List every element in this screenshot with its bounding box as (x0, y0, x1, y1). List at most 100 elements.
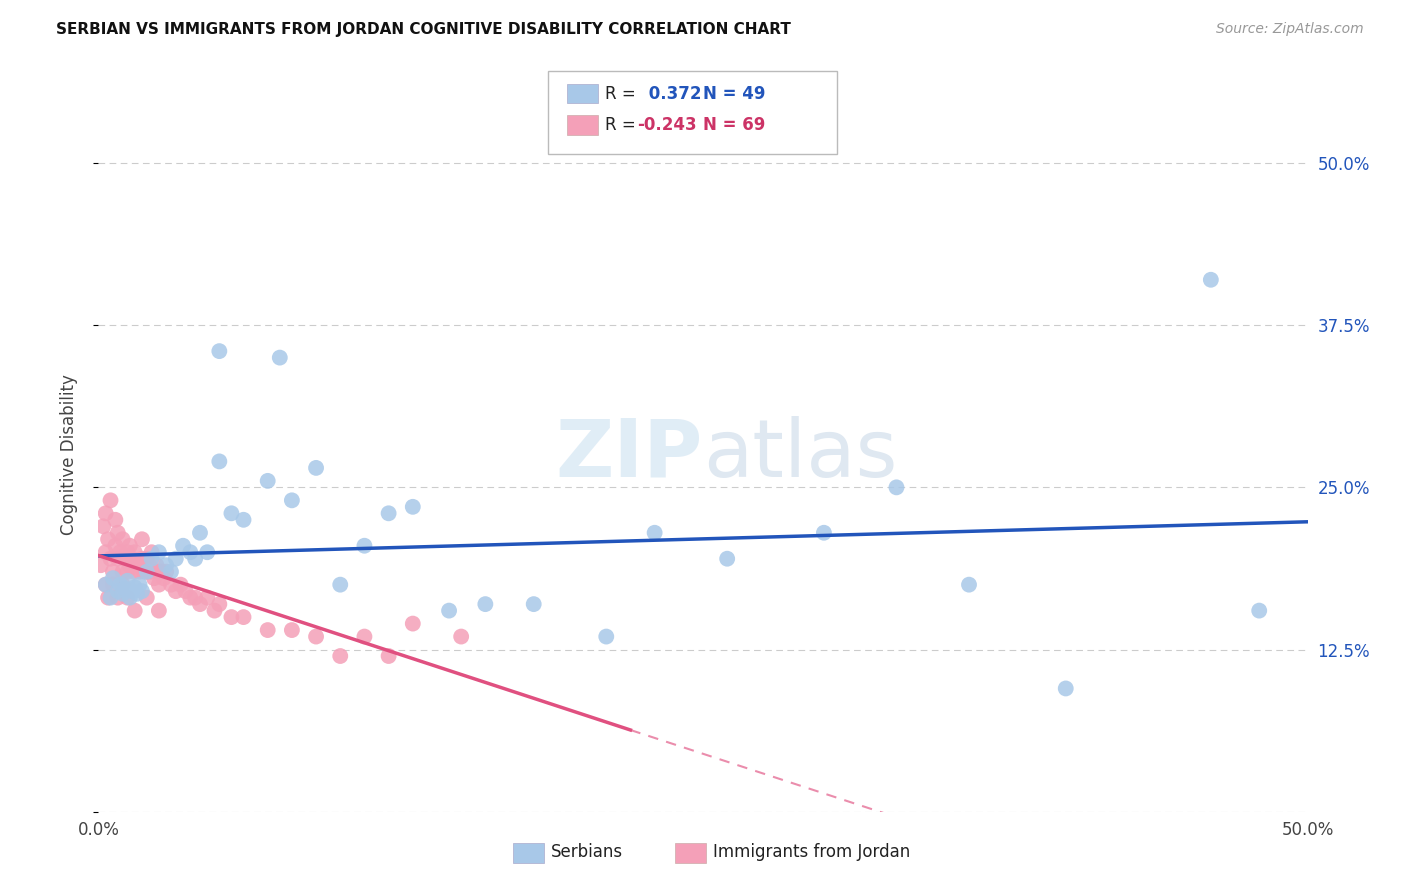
Point (118, 558, 141, 573)
Point (100, 493, 122, 508)
Point (135, 565, 157, 579)
Point (111, 565, 134, 579)
Point (195, 591, 218, 605)
Point (1199, 273, 1222, 287)
Point (100, 591, 122, 605)
Text: N = 69: N = 69 (703, 116, 765, 134)
Point (232, 513, 254, 527)
Point (101, 577, 124, 591)
Point (114, 551, 136, 566)
Point (104, 513, 127, 527)
Point (353, 630, 375, 644)
Point (124, 545, 146, 559)
Point (644, 525, 666, 540)
Point (221, 610, 243, 624)
Point (107, 584, 129, 599)
Point (128, 577, 150, 591)
Point (523, 597, 546, 611)
Point (111, 577, 134, 591)
Point (184, 551, 207, 566)
Point (160, 565, 183, 579)
Point (101, 565, 124, 579)
Point (281, 493, 304, 508)
Point (135, 551, 157, 566)
Point (135, 591, 157, 605)
Point (188, 597, 211, 611)
Point (716, 551, 738, 566)
Point (150, 565, 173, 579)
Point (111, 533, 134, 547)
Point (134, 565, 156, 579)
Point (269, 351, 291, 365)
Point (169, 577, 191, 591)
Point (148, 577, 170, 591)
Point (127, 587, 149, 601)
Point (97, 591, 120, 605)
Point (208, 344, 231, 359)
Point (1249, 604, 1271, 618)
Text: Source: ZipAtlas.com: Source: ZipAtlas.com (1216, 22, 1364, 37)
Point (305, 461, 328, 475)
Point (160, 577, 183, 591)
Point (114, 582, 136, 596)
Point (474, 597, 496, 611)
Point (100, 551, 122, 566)
Point (94, 577, 117, 591)
Text: ZIP: ZIP (555, 416, 703, 494)
Point (143, 571, 166, 585)
Point (377, 648, 399, 663)
Point (107, 525, 129, 540)
Point (127, 558, 149, 573)
Point (813, 525, 835, 540)
Point (353, 539, 375, 553)
Point (118, 591, 141, 605)
Text: N = 49: N = 49 (703, 85, 765, 103)
Text: 0.372: 0.372 (643, 85, 702, 103)
Point (94, 545, 117, 559)
Point (94, 577, 117, 591)
Point (208, 597, 231, 611)
Point (172, 539, 194, 553)
Point (329, 648, 352, 663)
Point (107, 591, 129, 605)
Point (174, 584, 197, 599)
Point (104, 539, 127, 553)
Point (329, 577, 352, 591)
Point (148, 545, 170, 559)
Text: SERBIAN VS IMMIGRANTS FROM JORDAN COGNITIVE DISABILITY CORRELATION CHART: SERBIAN VS IMMIGRANTS FROM JORDAN COGNIT… (56, 22, 792, 37)
Point (148, 604, 170, 618)
Point (117, 591, 139, 605)
Point (107, 551, 129, 566)
Point (208, 454, 231, 468)
Point (256, 623, 278, 637)
Point (886, 480, 908, 494)
Point (377, 506, 399, 520)
Point (155, 558, 177, 573)
Point (94, 506, 117, 520)
Point (256, 474, 278, 488)
Point (108, 545, 131, 559)
Point (111, 587, 134, 601)
Text: atlas: atlas (703, 416, 897, 494)
Point (118, 539, 141, 553)
Point (121, 551, 143, 566)
Point (148, 565, 170, 579)
Point (957, 577, 980, 591)
Point (184, 591, 207, 605)
Point (232, 610, 254, 624)
Text: Immigrants from Jordan: Immigrants from Jordan (713, 843, 910, 861)
Point (141, 565, 163, 579)
Point (195, 545, 218, 559)
Point (117, 574, 139, 588)
Point (437, 604, 460, 618)
Point (402, 500, 425, 514)
Point (124, 580, 146, 594)
Point (135, 565, 157, 579)
Y-axis label: Cognitive Disability: Cognitive Disability (59, 375, 77, 535)
Point (131, 551, 153, 566)
Point (108, 577, 131, 591)
Text: -0.243: -0.243 (637, 116, 696, 134)
Point (131, 584, 153, 599)
Point (281, 623, 304, 637)
Point (165, 551, 187, 566)
